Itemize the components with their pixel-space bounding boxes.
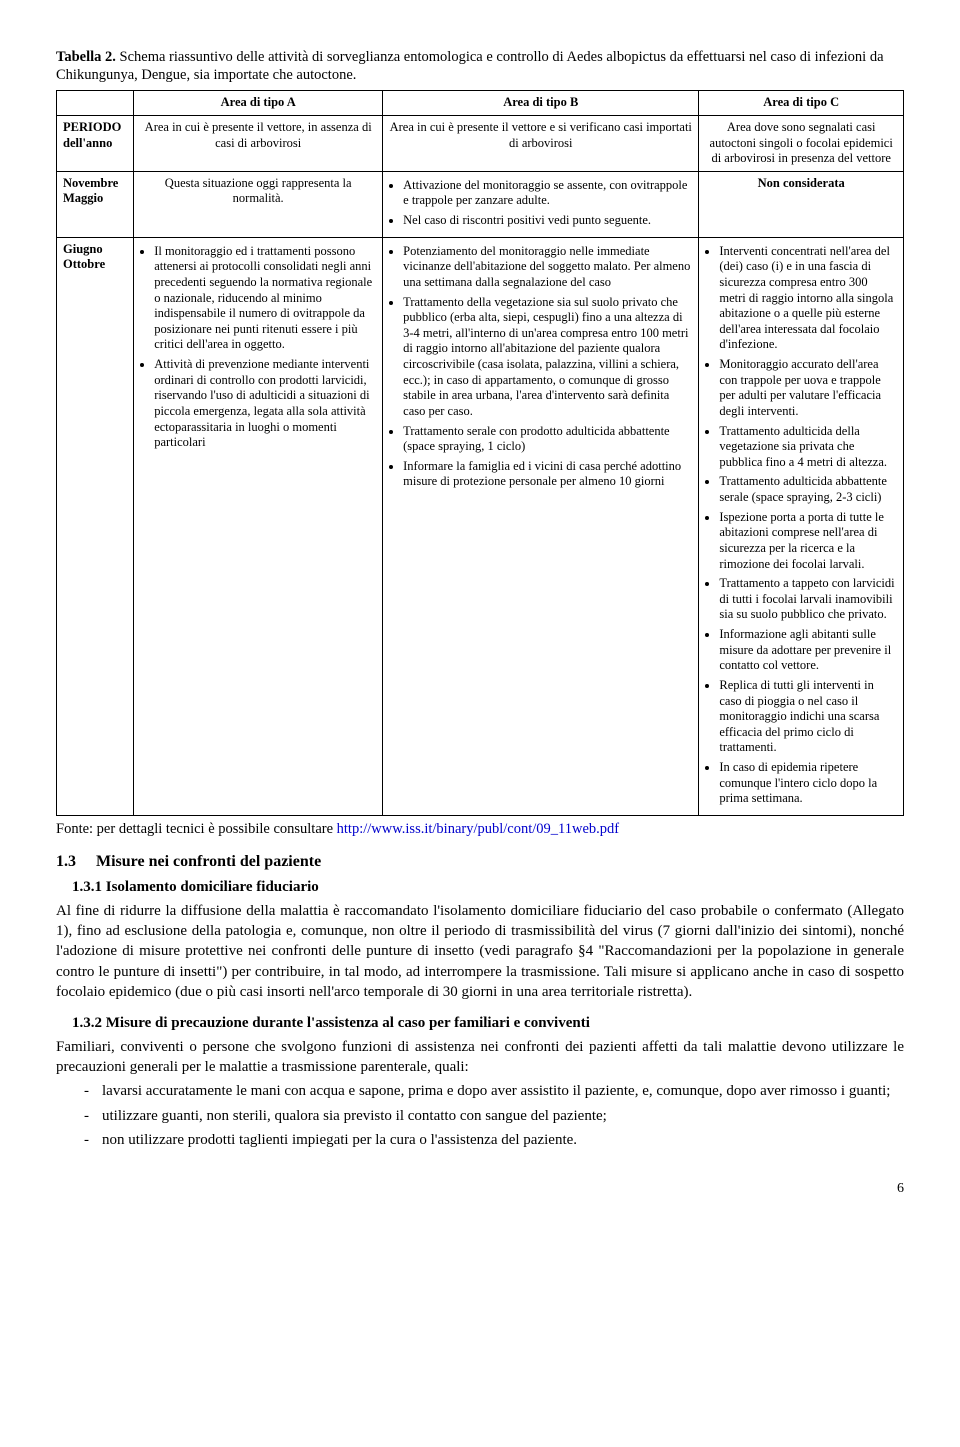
periodo-row: PERIODO dell'anno Area in cui è presente…: [57, 115, 904, 171]
list-item: utilizzare guanti, non sterili, qualora …: [84, 1106, 904, 1126]
row3-c-item: Trattamento adulticida abbattente serale…: [719, 474, 897, 505]
row3-b-item: Trattamento della vegetazione sia sul su…: [403, 295, 692, 420]
section-1-3: 1.3 Misure nei confronti del paziente: [56, 852, 904, 872]
row2-c: Non considerata: [699, 171, 904, 237]
row2-b-item: Nel caso di riscontri positivi vedi punt…: [403, 213, 692, 229]
row3-a-list: Il monitoraggio ed i trattamenti possono…: [154, 244, 376, 451]
section-1-3-2-num: 1.3.2: [72, 1015, 102, 1031]
row3-c-list: Interventi concentrati nell'area del (de…: [719, 244, 897, 807]
list-item: non utilizzare prodotti taglienti impieg…: [84, 1130, 904, 1150]
page-number: 6: [56, 1180, 904, 1198]
section-1-3-2: 1.3.2 Misure di precauzione durante l'as…: [72, 1014, 904, 1033]
row2-a: Questa situazione oggi rappresenta la no…: [134, 171, 383, 237]
list-item: lavarsi accuratamente le mani con acqua …: [84, 1081, 904, 1101]
header-blank: [57, 91, 134, 116]
row3-c-item: Trattamento adulticida della vegetazione…: [719, 424, 897, 471]
row3-c-item: Monitoraggio accurato dell'area con trap…: [719, 357, 897, 420]
nov-mag-row: Novembre Maggio Questa situazione oggi r…: [57, 171, 904, 237]
row1-c: Area dove sono segnalati casi autoctoni …: [699, 115, 904, 171]
row1-b: Area in cui è presente il vettore e si v…: [383, 115, 699, 171]
row2-b-item: Attivazione del monitoraggio se assente,…: [403, 178, 692, 209]
section-1-3-2-para: Familiari, conviventi o persone che svol…: [56, 1037, 904, 1078]
row3-c-item: Replica di tutti gli interventi in caso …: [719, 678, 897, 756]
header-row: Area di tipo A Area di tipo B Area di ti…: [57, 91, 904, 116]
row3-c-item: Informazione agli abitanti sulle misure …: [719, 627, 897, 674]
row3-b-list: Potenziamento del monitoraggio nelle imm…: [403, 244, 692, 490]
row3-c-item: Interventi concentrati nell'area del (de…: [719, 244, 897, 353]
source-prefix: Fonte: per dettagli tecnici è possibile …: [56, 821, 337, 837]
caption-label: Tabella 2.: [56, 49, 116, 65]
section-1-3-1: 1.3.1 Isolamento domiciliare fiduciario: [72, 878, 904, 897]
periodo-label: PERIODO dell'anno: [57, 115, 134, 171]
row3-c-item: Trattamento a tappeto con larvicidi di t…: [719, 576, 897, 623]
row2-periodo: Novembre Maggio: [57, 171, 134, 237]
row3-b-item: Informare la famiglia ed i vicini di cas…: [403, 459, 692, 490]
row3-periodo: Giugno Ottobre: [57, 237, 134, 815]
row3-c-item: Ispezione porta a porta di tutte le abit…: [719, 510, 897, 573]
row3-a-item: Attività di prevenzione mediante interve…: [154, 357, 376, 451]
table-source: Fonte: per dettagli tecnici è possibile …: [56, 820, 904, 838]
section-1-3-1-num: 1.3.1: [72, 879, 102, 895]
row1-a: Area in cui è presente il vettore, in as…: [134, 115, 383, 171]
section-1-3-2-title: Misure di precauzione durante l'assisten…: [106, 1015, 590, 1031]
giu-ott-row: Giugno Ottobre Il monitoraggio ed i trat…: [57, 237, 904, 815]
section-1-3-2-list: lavarsi accuratamente le mani con acqua …: [84, 1081, 904, 1150]
row2-b: Attivazione del monitoraggio se assente,…: [383, 171, 699, 237]
row3-a: Il monitoraggio ed i trattamenti possono…: [134, 237, 383, 815]
row3-c: Interventi concentrati nell'area del (de…: [699, 237, 904, 815]
row3-b: Potenziamento del monitoraggio nelle imm…: [383, 237, 699, 815]
header-area-a: Area di tipo A: [134, 91, 383, 116]
section-1-3-num: 1.3: [56, 853, 76, 870]
row3-b-item: Trattamento serale con prodotto adultici…: [403, 424, 692, 455]
row3-b-item: Potenziamento del monitoraggio nelle imm…: [403, 244, 692, 291]
section-1-3-title: Misure nei confronti del paziente: [96, 853, 321, 870]
row3-c-item: In caso di epidemia ripetere comunque l'…: [719, 760, 897, 807]
row2-b-list: Attivazione del monitoraggio se assente,…: [403, 178, 692, 229]
section-1-3-1-para: Al fine di ridurre la diffusione della m…: [56, 901, 904, 1002]
schema-table: Area di tipo A Area di tipo B Area di ti…: [56, 90, 904, 816]
header-area-b: Area di tipo B: [383, 91, 699, 116]
header-area-c: Area di tipo C: [699, 91, 904, 116]
source-link[interactable]: http://www.iss.it/binary/publ/cont/09_11…: [337, 821, 619, 837]
table-caption: Tabella 2. Schema riassuntivo delle atti…: [56, 48, 904, 84]
row3-a-item: Il monitoraggio ed i trattamenti possono…: [154, 244, 376, 353]
section-1-3-1-title: Isolamento domiciliare fiduciario: [106, 879, 319, 895]
caption-text: Schema riassuntivo delle attività di sor…: [56, 49, 884, 83]
